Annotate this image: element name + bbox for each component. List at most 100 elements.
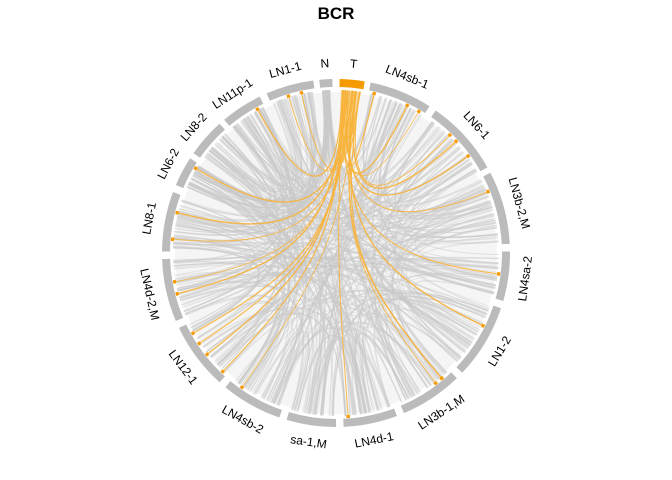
grey-link: [364, 296, 486, 412]
grey-link: [414, 194, 498, 279]
grey-link: [206, 140, 455, 211]
grey-link: [177, 214, 499, 269]
grey-link: [303, 90, 328, 167]
grey-link: [176, 273, 443, 377]
highlight-link-end: [197, 341, 202, 346]
grey-link: [293, 95, 328, 415]
highlight-link: [257, 90, 344, 177]
grey-link: [202, 298, 432, 386]
highlight-link: [193, 90, 353, 334]
grey-link: [325, 90, 498, 276]
grey-link: [173, 236, 285, 391]
grey-link: [215, 90, 329, 364]
grey-link: [234, 289, 484, 382]
grey-link: [362, 299, 484, 413]
grey-link: [243, 308, 448, 388]
sector-ln4sb-1: [369, 82, 430, 113]
highlight-link: [173, 91, 357, 242]
grey-link: [233, 97, 303, 181]
grey-link: [208, 115, 283, 193]
grey-link: [401, 212, 495, 360]
highlight-link-end: [486, 189, 491, 194]
chart-title: BCR: [318, 4, 355, 23]
sector-ln3b-2-m: [483, 172, 510, 245]
grey-link: [375, 100, 498, 233]
grey-link: [178, 210, 383, 410]
grey-link: [373, 295, 487, 408]
grey-link: [175, 126, 279, 282]
grey-link: [243, 90, 325, 179]
grey-link: [219, 138, 378, 411]
grey-link: [247, 115, 499, 242]
grey-link: [298, 94, 435, 384]
grey-link: [413, 280, 495, 336]
grey-link: [190, 90, 327, 206]
grey-link: [195, 99, 298, 201]
highlight-link: [352, 91, 456, 189]
sector-label-ln8-1: LN8-1: [139, 201, 159, 236]
sector-label-ln1-2: LN1-2: [485, 333, 514, 369]
grey-link: [294, 95, 498, 239]
grey-link: [320, 337, 371, 416]
grey-link: [304, 336, 362, 415]
grey-link: [392, 192, 488, 376]
grey-link: [380, 142, 457, 382]
grey-link: [173, 101, 296, 249]
highlight-link-end: [447, 132, 453, 138]
grey-link: [360, 96, 446, 375]
grey-link: [247, 155, 468, 391]
sector-label-ln4d-2-m: LN4d-2,M: [137, 267, 162, 321]
highlight-link: [196, 90, 353, 203]
grey-link: [184, 294, 281, 390]
highlight-link-end: [480, 323, 486, 328]
grey-link: [354, 225, 497, 415]
grey-link: [173, 199, 491, 269]
sector-ring: [162, 79, 510, 427]
grey-link: [262, 125, 439, 399]
grey-link: [213, 108, 300, 363]
grey-links: [173, 90, 499, 416]
highlight-link: [346, 90, 419, 176]
grey-link: [328, 90, 482, 208]
grey-link: [179, 204, 471, 347]
highlight-link-end: [372, 91, 377, 96]
grey-link: [173, 243, 298, 406]
sector-ln1-1: [266, 80, 315, 101]
grey-link: [397, 130, 499, 255]
highlight-link-end: [255, 106, 260, 112]
highlight-link-end: [172, 279, 177, 284]
grey-link: [174, 93, 313, 276]
grey-link: [266, 122, 436, 401]
grey-link: [191, 177, 365, 414]
highlight-link-end: [239, 385, 245, 390]
grey-link: [314, 95, 381, 415]
grey-link: [183, 97, 304, 312]
grey-link: [233, 125, 308, 404]
sector-label-ln4sa-2: LN4sa-2: [515, 255, 535, 302]
grey-link: [371, 109, 448, 374]
sector-ln8-1: [162, 192, 181, 252]
sector-label-ln3b-2-m: LN3b-2,M: [506, 176, 533, 231]
grey-link: [307, 92, 496, 290]
sector-label-ln6-2: LN6-2: [154, 146, 182, 182]
sector-label-ln1-1: LN1-1: [268, 59, 304, 81]
grey-link: [174, 98, 299, 234]
grey-link: [351, 326, 433, 415]
sector-sa-1-m: [286, 412, 336, 427]
grey-link: [175, 271, 429, 388]
sector-ln6-1: [431, 110, 488, 172]
highlight-link-end: [405, 103, 410, 108]
highlight-link: [288, 90, 355, 172]
highlight-link: [242, 91, 361, 387]
highlight-link-end: [190, 330, 196, 336]
grey-link: [331, 298, 483, 416]
sector-ln3b-1-m: [400, 372, 457, 414]
highlight-link-end: [299, 90, 304, 95]
sector-label-sa-1-m: sa-1,M: [289, 432, 327, 451]
grey-link: [194, 169, 472, 345]
grey-link: [271, 289, 488, 403]
grey-link: [257, 109, 459, 363]
grey-link: [173, 234, 254, 297]
highlight-link: [177, 90, 345, 295]
